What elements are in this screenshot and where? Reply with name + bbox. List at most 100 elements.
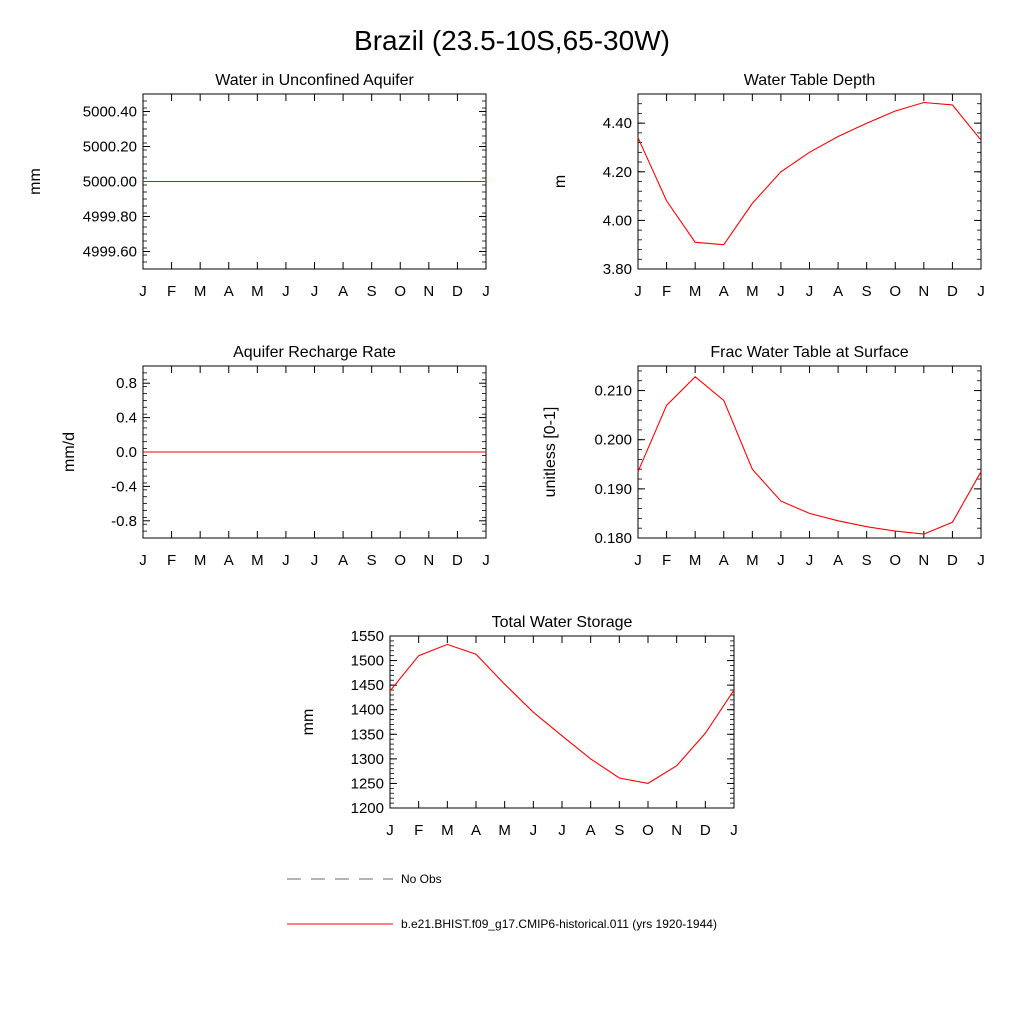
chart-panel-3: Aquifer Recharge Rate mm/d -0.8 -0.4 0.0 0.4 0…: [61, 344, 490, 569]
y-tick-label: 5000.00: [83, 174, 137, 191]
plot-frame: [638, 366, 981, 538]
y-tick-label: 5000.40: [83, 104, 137, 121]
x-tick-label: O: [889, 283, 901, 300]
x-tick-label: A: [833, 552, 843, 569]
x-tick-label: M: [746, 552, 759, 569]
y-tick-label: 0.4: [116, 410, 137, 427]
chart-panel-5: Total Water Storagemm1200125013001350140…: [300, 614, 738, 839]
x-tick-label: F: [167, 552, 176, 569]
x-tick-label: M: [689, 552, 702, 569]
y-tick-label: 1450: [351, 677, 384, 694]
x-tick-label: J: [730, 822, 738, 839]
x-tick-label: J: [777, 552, 785, 569]
y-tick-label: 0.190: [594, 481, 632, 498]
x-tick-label: J: [311, 552, 319, 569]
x-tick-label: J: [806, 552, 814, 569]
y-tick-label: 0.0: [116, 444, 137, 461]
y-axis-label: unitless [0-1]: [542, 407, 559, 498]
x-tick-label: A: [471, 822, 481, 839]
x-tick-label: A: [586, 822, 596, 839]
x-tick-label: J: [530, 822, 538, 839]
y-tick-label: 4999.60: [83, 244, 137, 261]
y-tick-label: 0.8: [116, 375, 137, 392]
x-tick-label: O: [642, 822, 654, 839]
x-tick-label: A: [719, 283, 729, 300]
chart-title: Water Table Depth: [744, 72, 876, 89]
y-tick-label: 0.180: [594, 530, 632, 547]
x-tick-label: S: [862, 552, 872, 569]
x-tick-label: S: [862, 283, 872, 300]
y-tick-label: 1400: [351, 702, 384, 719]
x-tick-label: A: [338, 283, 348, 300]
x-tick-label: N: [918, 283, 929, 300]
x-tick-label: D: [452, 283, 463, 300]
x-tick-label: J: [634, 283, 642, 300]
y-tick-label: -0.4: [111, 478, 137, 495]
x-tick-label: J: [806, 283, 814, 300]
x-tick-label: D: [947, 283, 958, 300]
x-tick-label: J: [482, 283, 490, 300]
x-tick-label: N: [423, 283, 434, 300]
x-tick-label: F: [662, 552, 671, 569]
y-tick-label: 1350: [351, 726, 384, 743]
chart-panel-1: Water in Unconfined Aquifermm4999.604999…: [27, 72, 490, 300]
y-tick-label: 0.200: [594, 432, 632, 449]
x-tick-label: A: [719, 552, 729, 569]
x-tick-label: S: [367, 283, 377, 300]
x-tick-label: M: [194, 552, 207, 569]
x-tick-label: M: [498, 822, 511, 839]
page-title: Brazil (23.5-10S,65-30W): [354, 25, 670, 56]
x-tick-label: S: [367, 552, 377, 569]
legend: No Obs b.e21.BHIST.f09_g17.CMIP6-histori…: [287, 872, 717, 931]
x-tick-label: O: [394, 283, 406, 300]
x-tick-label: O: [889, 552, 901, 569]
x-tick-label: J: [139, 552, 147, 569]
x-tick-label: J: [777, 283, 785, 300]
plot-frame: [390, 636, 734, 808]
y-tick-label: 4.00: [603, 212, 632, 229]
x-tick-label: A: [224, 552, 234, 569]
x-tick-label: F: [662, 283, 671, 300]
x-tick-label: D: [452, 552, 463, 569]
x-tick-label: A: [833, 283, 843, 300]
x-tick-label: J: [282, 283, 290, 300]
series-line: [638, 377, 981, 534]
x-tick-label: J: [482, 552, 490, 569]
y-tick-label: 1550: [351, 628, 384, 645]
x-tick-label: F: [414, 822, 423, 839]
x-tick-label: N: [423, 552, 434, 569]
x-tick-label: S: [614, 822, 624, 839]
legend-model-label: b.e21.BHIST.f09_g17.CMIP6-historical.011…: [401, 917, 717, 931]
x-tick-label: J: [977, 283, 985, 300]
y-tick-label: 1200: [351, 800, 384, 817]
plot-frame: [638, 94, 981, 269]
panels: Water in Unconfined Aquifermm4999.604999…: [27, 72, 985, 839]
chart-title: Aquifer Recharge Rate: [233, 344, 396, 361]
x-tick-label: M: [689, 283, 702, 300]
x-tick-label: M: [746, 283, 759, 300]
y-tick-label: 1250: [351, 775, 384, 792]
y-tick-label: 0.210: [594, 383, 632, 400]
x-tick-label: M: [251, 552, 264, 569]
y-tick-label: 4999.80: [83, 209, 137, 226]
x-tick-label: O: [394, 552, 406, 569]
x-tick-label: D: [947, 552, 958, 569]
y-tick-label: 3.80: [603, 261, 632, 278]
x-tick-label: M: [441, 822, 454, 839]
y-tick-label: 4.20: [603, 164, 632, 181]
x-tick-label: M: [251, 283, 264, 300]
y-tick-label: -0.8: [111, 513, 137, 530]
x-tick-label: J: [386, 822, 394, 839]
y-tick-label: 1500: [351, 653, 384, 670]
y-axis-label: mm/d: [61, 432, 78, 472]
x-tick-label: J: [139, 283, 147, 300]
y-tick-label: 4.40: [603, 115, 632, 132]
chart-title: Total Water Storage: [492, 614, 633, 631]
x-tick-label: J: [977, 552, 985, 569]
series-line: [638, 103, 981, 245]
y-tick-label: 1300: [351, 751, 384, 768]
y-axis-label: m: [552, 175, 569, 188]
x-tick-label: N: [918, 552, 929, 569]
